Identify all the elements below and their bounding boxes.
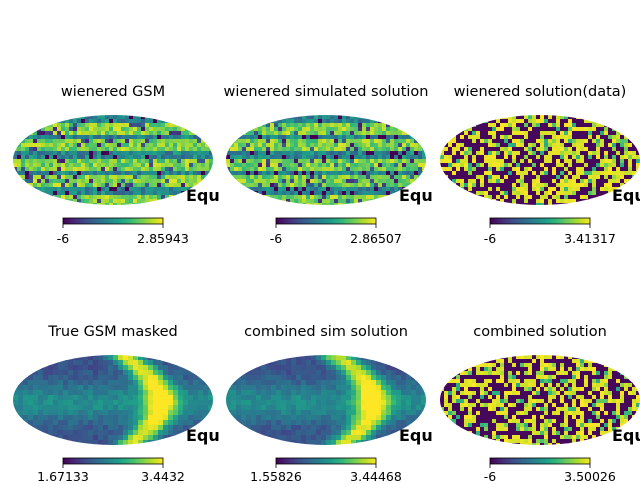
colorbar-3	[490, 218, 590, 224]
colorbar-min-3: -6	[484, 231, 496, 246]
panel-title-1: wienered GSM	[61, 84, 165, 100]
colorbar-max-3: 3.41317	[564, 231, 616, 246]
mollweide-map-2	[226, 115, 427, 208]
coord-label-4: Equ	[186, 426, 228, 445]
colorbar-max-4: 3.4432	[141, 469, 185, 484]
mollweide-map-6	[440, 355, 640, 448]
colorbar-min-5: 1.55826	[250, 469, 302, 484]
colorbar-6	[490, 458, 590, 464]
colorbar-2	[276, 218, 376, 224]
panel-title-3: wienered solution(data)	[454, 84, 627, 100]
colorbar-min-2: -6	[270, 231, 282, 246]
panel-title-6: combined solution	[473, 324, 607, 340]
coord-label-3: Equ	[612, 186, 640, 205]
panel-title-4: True GSM masked	[48, 324, 178, 340]
colorbar-min-1: -6	[57, 231, 69, 246]
coord-label-6: Equ	[612, 426, 640, 445]
colorbar-min-6: -6	[484, 469, 496, 484]
colorbar-max-2: 2.86507	[350, 231, 402, 246]
colorbar-1	[63, 218, 163, 224]
colorbar-5	[276, 458, 376, 464]
colorbar-max-1: 2.85943	[137, 231, 189, 246]
mollweide-map-3	[440, 115, 640, 208]
coord-label-2: Equ	[399, 186, 441, 205]
coord-label-1: Equ	[186, 186, 228, 205]
mollweide-map-4	[13, 355, 214, 446]
colorbar-max-5: 3.44468	[350, 469, 402, 484]
mollweide-map-5	[226, 355, 427, 446]
colorbar-min-4: 1.67133	[37, 469, 89, 484]
panel-title-5: combined sim solution	[244, 324, 408, 340]
mollweide-map-1	[13, 115, 214, 208]
colorbar-max-6: 3.50026	[564, 469, 616, 484]
panel-title-2: wienered simulated solution	[224, 84, 429, 100]
colorbar-4	[63, 458, 163, 464]
coord-label-5: Equ	[399, 426, 441, 445]
